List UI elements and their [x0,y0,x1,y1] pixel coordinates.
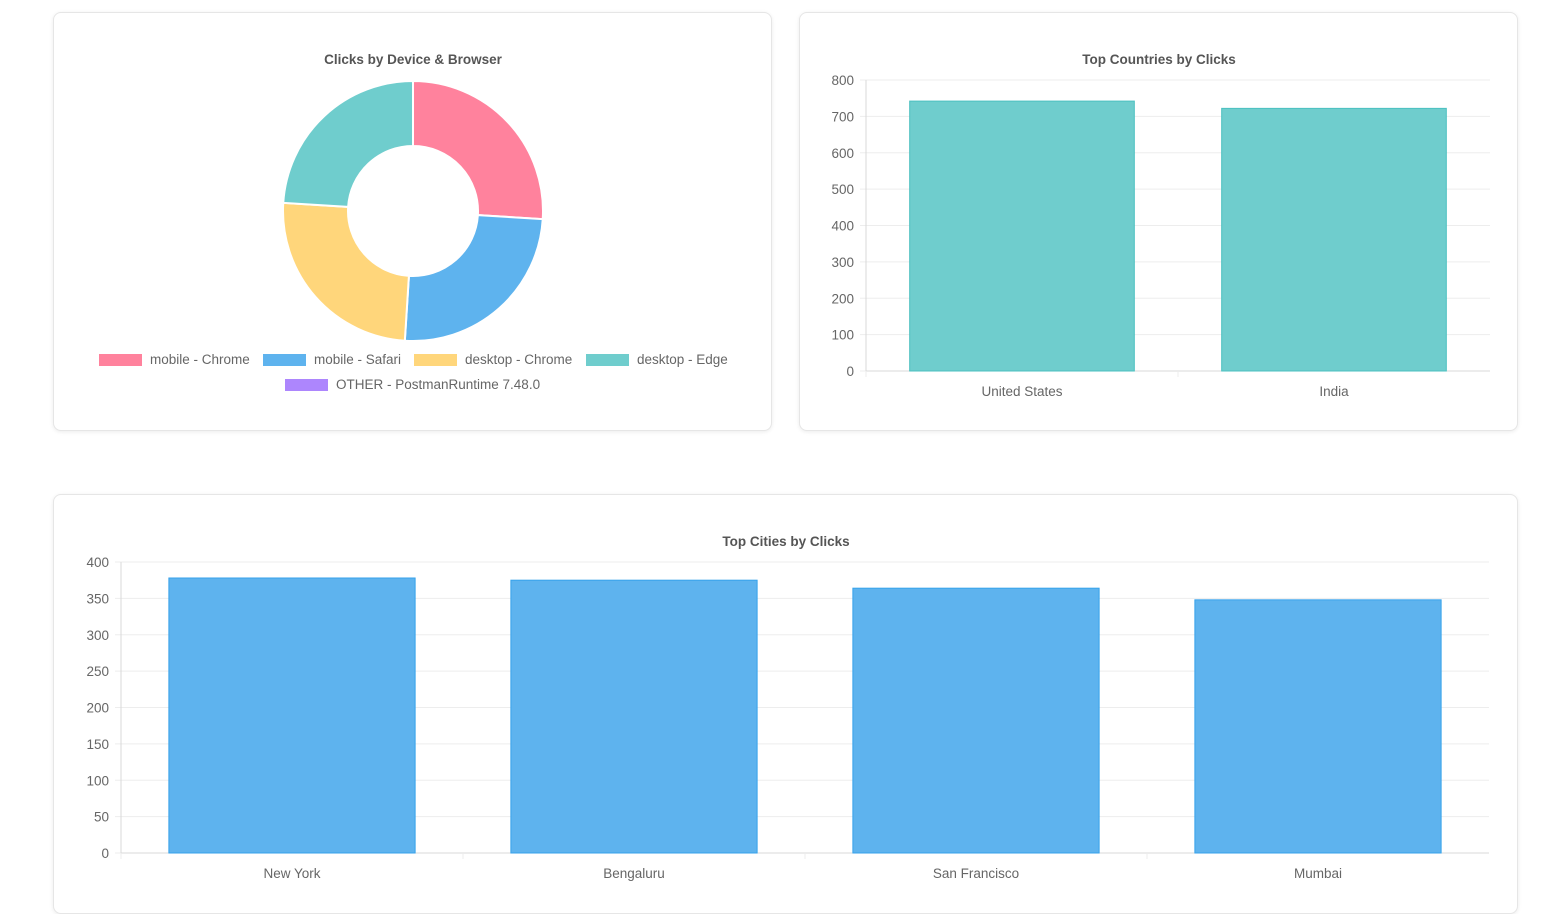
y-tick-label: 700 [831,109,854,124]
legend-swatch [263,354,306,366]
countries-card: Top Countries by Clicks 800 700 600 500 400 3… [799,12,1518,431]
cities-card: Top Cities by Clicks 400 350 300 250 200 150 1… [53,494,1518,914]
legend-item-desktop-edge[interactable]: desktop - Edge [586,352,728,367]
legend-swatch [414,354,457,366]
y-tick-label: 200 [831,291,854,306]
y-tick-label: 500 [831,182,854,197]
y-tick-label: 100 [831,328,854,343]
legend-swatch [285,379,328,391]
x-tick-label: United States [981,384,1062,399]
device-browser-title: Clicks by Device & Browser [324,52,503,67]
bar-san-francisco[interactable] [852,587,1100,854]
legend-label: desktop - Edge [637,352,728,367]
y-tick-label: 100 [86,773,109,788]
x-tick-label: India [1319,384,1349,399]
cities-title: Top Cities by Clicks [722,534,849,549]
countries-title: Top Countries by Clicks [1082,52,1236,67]
x-tick-label: New York [263,866,320,881]
y-tick-label: 600 [831,146,854,161]
y-tick-label: 350 [86,591,109,606]
device-browser-card: Clicks by Device & Browser mobile - Chro… [53,12,772,431]
bar-india[interactable] [1221,107,1447,372]
legend-item-mobile-chrome[interactable]: mobile - Chrome [99,352,250,367]
bar-bengaluru[interactable] [510,579,758,854]
donut-slice-mobile-chrome[interactable] [412,79,544,221]
y-tick-label: 0 [101,846,109,861]
legend-item-desktop-chrome[interactable]: desktop - Chrome [414,352,572,367]
y-tick-label: 250 [86,664,109,679]
donut-slice-desktop-chrome[interactable] [282,201,410,342]
cities-chart: Top Cities by Clicks 400 350 300 250 200 150 1… [86,534,1489,881]
legend-label: desktop - Chrome [465,352,572,367]
bar-mumbai[interactable] [1194,599,1442,854]
legend-label: mobile - Safari [314,352,401,367]
legend-swatch [99,354,142,366]
bar-new-york[interactable] [168,577,416,854]
y-tick-label: 400 [86,555,109,570]
x-tick-label: Mumbai [1294,866,1342,881]
device-browser-chart: Clicks by Device & Browser mobile - Chro… [99,52,728,392]
y-tick-label: 800 [831,73,854,88]
legend-item-mobile-safari[interactable]: mobile - Safari [263,352,401,367]
countries-chart: Top Countries by Clicks 800 700 600 500 400 3… [831,52,1490,399]
y-tick-label: 150 [86,737,109,752]
y-tick-label: 400 [831,219,854,234]
bar-united-states[interactable] [909,100,1135,372]
donut-slice-mobile-safari[interactable] [403,214,544,342]
y-tick-label: 300 [831,255,854,270]
y-tick-label: 0 [846,364,854,379]
donut-slice-desktop-edge[interactable] [282,79,414,208]
legend-swatch [586,354,629,366]
x-tick-label: San Francisco [933,866,1019,881]
x-tick-label: Bengaluru [603,866,665,881]
legend-item-other-postman[interactable]: OTHER - PostmanRuntime 7.48.0 [285,377,540,392]
legend-label: OTHER - PostmanRuntime 7.48.0 [336,377,540,392]
y-tick-label: 200 [86,701,109,716]
y-tick-label: 300 [86,628,109,643]
legend-label: mobile - Chrome [150,352,250,367]
y-tick-label: 50 [94,810,109,825]
